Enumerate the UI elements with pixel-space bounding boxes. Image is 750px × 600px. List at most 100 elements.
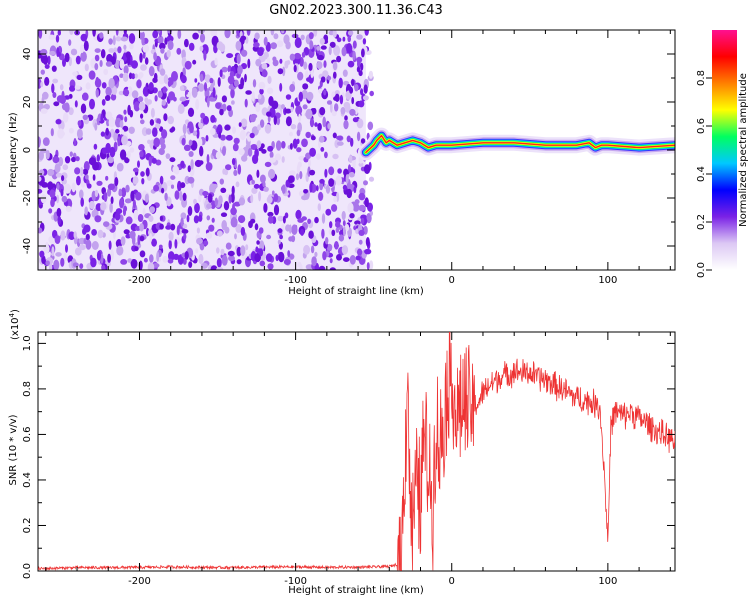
noise-speckle — [246, 30, 251, 36]
noise-speckle — [184, 60, 192, 70]
noise-speckle — [305, 108, 313, 120]
noise-speckle — [143, 257, 148, 263]
noise-speckle — [365, 237, 370, 247]
noise-speckle — [48, 208, 53, 214]
noise-speckle — [257, 47, 264, 56]
noise-speckle — [298, 113, 302, 123]
noise-speckle — [227, 250, 235, 257]
noise-speckle — [238, 122, 242, 127]
x-tick-label: 0 — [449, 275, 455, 286]
noise-speckle — [163, 74, 169, 85]
noise-speckle — [179, 85, 185, 92]
noise-speckle — [179, 190, 183, 201]
noise-speckle — [287, 250, 291, 258]
noise-speckle — [236, 246, 242, 257]
noise-speckle — [139, 223, 145, 232]
noise-speckle — [363, 180, 368, 186]
noise-speckle — [212, 148, 217, 157]
noise-speckle — [261, 63, 268, 70]
x-tick-label: -100 — [284, 275, 307, 286]
noise-speckle — [241, 49, 248, 57]
noise-speckle — [159, 223, 164, 230]
noise-speckle — [289, 53, 296, 61]
noise-speckle — [150, 107, 155, 118]
noise-speckle — [344, 103, 351, 113]
noise-speckle — [271, 100, 279, 110]
noise-speckle — [343, 119, 349, 130]
y-tick-label: 0.0 — [22, 563, 33, 579]
noise-speckle — [267, 215, 274, 224]
x-tick-label: -100 — [284, 576, 307, 587]
noise-speckle — [284, 212, 289, 219]
noise-speckle — [142, 192, 146, 198]
noise-speckle — [354, 199, 360, 205]
noise-speckle — [298, 190, 304, 197]
noise-speckle — [136, 79, 142, 89]
noise-speckle — [113, 132, 118, 142]
noise-speckle — [76, 175, 81, 186]
noise-speckle — [233, 169, 238, 176]
noise-speckle — [282, 66, 286, 77]
colorbar-label: Normalized spectral amplitude — [738, 73, 749, 227]
noise-speckle — [139, 52, 143, 63]
noise-speckle — [160, 47, 165, 54]
noise-speckle — [355, 255, 361, 261]
noise-speckle — [119, 198, 124, 209]
noise-speckle — [212, 87, 216, 98]
noise-speckle — [198, 214, 203, 222]
noise-speckle — [104, 95, 111, 101]
noise-speckle — [105, 175, 109, 181]
noise-speckle — [120, 236, 126, 246]
noise-speckle — [161, 129, 168, 139]
noise-speckle — [205, 135, 209, 142]
noise-speckle — [190, 159, 194, 170]
noise-speckle — [314, 122, 318, 127]
y-tick-label: 20 — [22, 96, 33, 109]
noise-speckle — [60, 230, 66, 241]
noise-speckle — [297, 71, 304, 81]
noise-speckle — [325, 184, 331, 194]
noise-speckle — [142, 86, 150, 97]
noise-speckle — [96, 154, 101, 162]
noise-speckle — [219, 69, 223, 78]
noise-speckle — [42, 137, 50, 147]
noise-speckle — [218, 195, 223, 205]
snr-line — [38, 332, 675, 571]
noise-speckle — [310, 69, 314, 79]
noise-speckle — [313, 30, 318, 37]
noise-speckle — [208, 96, 216, 102]
noise-speckle — [40, 194, 47, 204]
noise-speckle — [360, 62, 364, 71]
noise-speckle — [318, 135, 325, 143]
noise-speckle — [275, 140, 282, 151]
noise-speckle — [210, 30, 215, 37]
noise-speckle — [52, 92, 57, 98]
noise-speckle — [80, 33, 88, 42]
noise-speckle — [60, 257, 65, 267]
noise-speckle — [55, 252, 62, 257]
noise-speckle — [327, 75, 332, 81]
noise-speckle — [295, 173, 300, 181]
noise-speckle — [306, 91, 314, 101]
noise-speckle — [348, 155, 353, 163]
noise-speckle — [334, 93, 340, 103]
noise-speckle — [345, 224, 350, 232]
noise-speckle — [236, 259, 242, 265]
noise-speckle — [51, 65, 57, 72]
noise-speckle — [369, 260, 374, 270]
noise-speckle — [316, 61, 323, 70]
noise-speckle — [206, 203, 212, 209]
noise-speckle — [199, 243, 205, 251]
noise-speckle — [210, 265, 218, 270]
noise-speckle — [65, 244, 68, 253]
noise-speckle — [159, 215, 163, 222]
noise-speckle — [235, 181, 240, 188]
noise-speckle — [167, 258, 174, 264]
noise-speckle — [237, 164, 242, 175]
noise-speckle — [219, 108, 224, 116]
noise-speckle — [308, 32, 314, 40]
colorbar-tick-label: 0.2 — [696, 214, 707, 230]
noise-speckle — [149, 254, 154, 263]
noise-speckle — [152, 30, 159, 39]
noise-speckle — [265, 253, 273, 262]
